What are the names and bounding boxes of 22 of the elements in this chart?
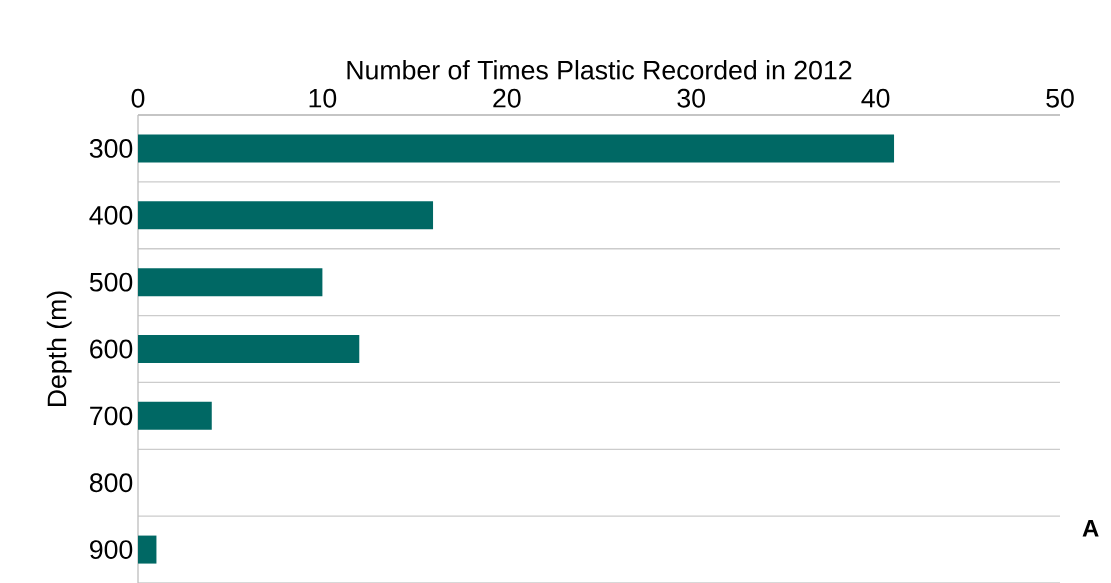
y-tick-label: 900 [90,540,133,560]
bar [138,535,157,564]
y-tick-label: 700 [90,406,133,426]
x-tick-label: 20 [493,88,521,108]
x-tick-label: 30 [677,88,705,108]
bar [138,201,434,230]
y-tick-label: 600 [90,339,133,359]
bar [138,268,323,297]
bar [138,401,212,430]
y-tick-label: 800 [89,473,133,493]
bar [138,335,360,364]
y-axis-title: Depth (m) [46,291,72,407]
y-tick-label: 300 [89,139,133,158]
x-tick-label: 50 [1046,88,1074,108]
x-tick-label: 10 [309,88,337,108]
bar [138,134,895,163]
text: A [1082,520,1099,537]
x-tick-label: 0 [131,88,145,108]
x-tick-label: 40 [861,88,890,108]
x-axis-title: Number of Times Plastic Recorded in 2012 [347,60,852,80]
y-tick-label: 400 [89,205,133,225]
y-tick-label: 500 [89,272,133,292]
